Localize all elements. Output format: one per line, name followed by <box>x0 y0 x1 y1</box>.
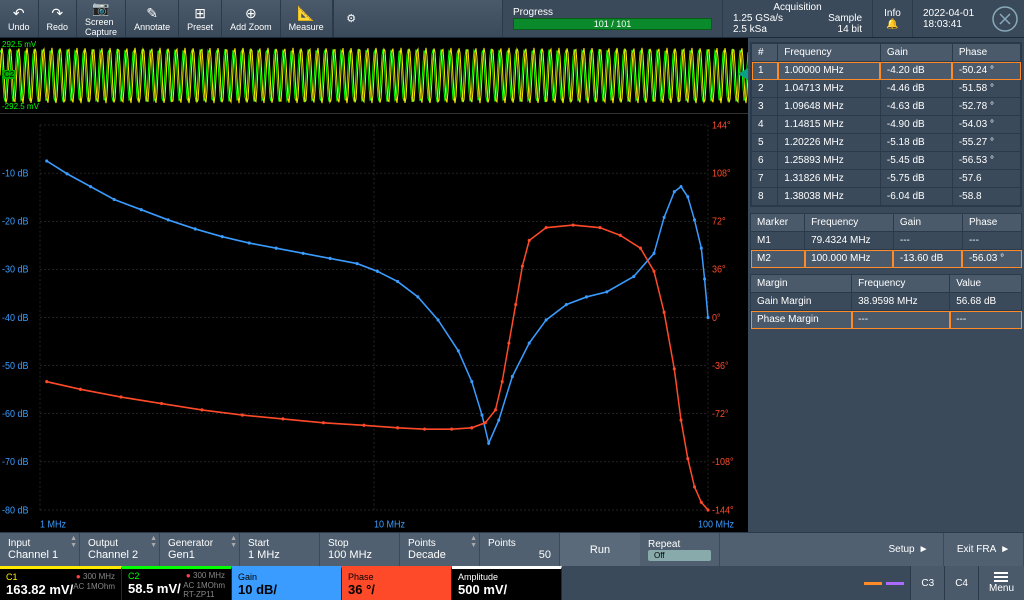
toolbar-redo[interactable]: ↷Redo <box>39 0 78 37</box>
toolbar-preset[interactable]: ⊞Preset <box>179 0 222 37</box>
svg-text:-40 dB: -40 dB <box>2 312 29 324</box>
datetime-status: 2022-04-01 18:03:41 <box>912 0 986 37</box>
right-panel: #FrequencyGainPhase11.00000 MHz-4.20 dB-… <box>748 38 1024 532</box>
svg-text:-72°: -72° <box>712 409 729 421</box>
toolbar-measure[interactable]: 📐Measure <box>281 0 333 37</box>
svg-text:36°: 36° <box>712 264 726 276</box>
brand-logo <box>986 0 1024 37</box>
toolbar-annotate[interactable]: ✎Annotate <box>126 0 179 37</box>
marker-table[interactable]: MarkerFrequencyGainPhaseM179.4324 MHz---… <box>750 213 1022 268</box>
progress-bar: 101 / 101 <box>513 18 712 30</box>
table-row[interactable]: M2100.000 MHz-13.60 dB-56.03 ° <box>751 250 1022 268</box>
left-panel: 292.5 mV -292.5 mV C2 144° -10 dB 108° -20 … <box>0 38 748 532</box>
margin-table[interactable]: MarginFrequencyValueGain Margin38.9598 M… <box>750 274 1022 329</box>
table-row[interactable]: 71.31826 MHz-5.75 dB-57.6 <box>752 170 1021 188</box>
input-select[interactable]: InputChannel 1▲▼ <box>0 533 80 566</box>
acquisition-status: Acquisition 1.25 GSa/sSample 2.5 kSa14 b… <box>722 0 872 37</box>
setup-button[interactable]: Setup► <box>874 533 944 566</box>
channel-c2[interactable]: C2● 300 MHz 58.5 mV/AC 1MOhmRT-ZP11 <box>122 566 232 600</box>
results-table-box: #FrequencyGainPhase11.00000 MHz-4.20 dB-… <box>750 42 1022 207</box>
table-row[interactable]: 41.14815 MHz-4.90 dB-54.03 ° <box>752 116 1021 134</box>
tab-indicators <box>858 566 910 600</box>
points-mode[interactable]: PointsDecade▲▼ <box>400 533 480 566</box>
table-row[interactable]: Gain Margin38.9598 MHz56.68 dB <box>751 293 1022 311</box>
bottom-bar: C1● 300 MHz 163.82 mV/AC 1MOhm C2● 300 M… <box>0 566 1024 600</box>
bode-plot[interactable]: 144° -10 dB 108° -20 dB 72° -30 dB 36° -40 dB 0°… <box>0 114 748 532</box>
svg-text:-80 dB: -80 dB <box>2 505 29 517</box>
svg-text:72°: 72° <box>712 216 726 228</box>
repeat-toggle[interactable]: RepeatOff <box>640 533 720 566</box>
wf-bottom-label: -292.5 mV <box>2 102 39 111</box>
settings-gear[interactable]: ⚙ <box>333 0 369 37</box>
table-row[interactable]: 81.38038 MHz-6.04 dB-58.8 <box>752 188 1021 206</box>
table-row[interactable]: 11.00000 MHz-4.20 dB-50.24 ° <box>752 62 1021 80</box>
toolbar-undo[interactable]: ↶Undo <box>0 0 39 37</box>
svg-text:-60 dB: -60 dB <box>2 409 29 421</box>
info-status[interactable]: Info 🔔 <box>872 0 912 37</box>
progress-label: Progress <box>513 7 712 18</box>
trigger-marker[interactable] <box>738 68 748 80</box>
svg-text:-30 dB: -30 dB <box>2 264 29 276</box>
results-table[interactable]: #FrequencyGainPhase11.00000 MHz-4.20 dB-… <box>751 43 1021 206</box>
svg-text:-20 dB: -20 dB <box>2 216 29 228</box>
main-area: 292.5 mV -292.5 mV C2 144° -10 dB 108° -20 … <box>0 38 1024 532</box>
table-row[interactable]: 31.09648 MHz-4.63 dB-52.78 ° <box>752 98 1021 116</box>
control-bar: InputChannel 1▲▼ OutputChannel 2▲▼ Gener… <box>0 532 1024 566</box>
output-select[interactable]: OutputChannel 2▲▼ <box>80 533 160 566</box>
stop-freq[interactable]: Stop100 MHz <box>320 533 400 566</box>
svg-text:10 MHz: 10 MHz <box>374 519 405 531</box>
c4-button[interactable]: C4 <box>944 566 978 600</box>
wf-top-label: 292.5 mV <box>2 40 36 49</box>
table-row[interactable]: M179.4324 MHz------ <box>751 232 1022 250</box>
menu-icon <box>994 572 1008 582</box>
c3-button[interactable]: C3 <box>910 566 944 600</box>
toolbar-add-zoom[interactable]: ⊕Add Zoom <box>222 0 281 37</box>
table-row[interactable]: 61.25893 MHz-5.45 dB-56.53 ° <box>752 152 1021 170</box>
svg-text:144°: 144° <box>712 120 731 132</box>
wf-ch-label: C2 <box>2 70 16 79</box>
table-row[interactable]: 51.20226 MHz-5.18 dB-55.27 ° <box>752 134 1021 152</box>
svg-text:-144°: -144° <box>712 505 734 517</box>
table-row[interactable]: 21.04713 MHz-4.46 dB-51.58 ° <box>752 80 1021 98</box>
exit-fra-button[interactable]: Exit FRA► <box>944 533 1024 566</box>
progress-status: Progress 101 / 101 <box>502 0 722 37</box>
menu-button[interactable]: Menu <box>978 566 1024 600</box>
marker-table-box: MarkerFrequencyGainPhaseM179.4324 MHz---… <box>750 213 1022 268</box>
margin-table-box: MarginFrequencyValueGain Margin38.9598 M… <box>750 274 1022 329</box>
waveform-strip: 292.5 mV -292.5 mV C2 <box>0 38 748 114</box>
svg-text:-70 dB: -70 dB <box>2 457 29 469</box>
svg-text:-50 dB: -50 dB <box>2 361 29 373</box>
svg-text:100 MHz: 100 MHz <box>698 519 734 531</box>
top-toolbar: ↶Undo↷Redo📷ScreenCapture✎Annotate⊞Preset… <box>0 0 1024 38</box>
svg-text:-108°: -108° <box>712 457 734 469</box>
svg-text:0°: 0° <box>712 312 721 324</box>
channel-phase[interactable]: Phase36 °/ <box>342 566 452 600</box>
generator-select[interactable]: GeneratorGen1▲▼ <box>160 533 240 566</box>
points-count[interactable]: Points50 <box>480 533 560 566</box>
channel-c1[interactable]: C1● 300 MHz 163.82 mV/AC 1MOhm <box>0 566 122 600</box>
table-row[interactable]: Phase Margin------ <box>751 311 1022 329</box>
svg-text:-36°: -36° <box>712 361 729 373</box>
run-button[interactable]: Run <box>560 533 640 566</box>
svg-text:-10 dB: -10 dB <box>2 168 29 180</box>
svg-text:108°: 108° <box>712 168 731 180</box>
toolbar-screen-capture[interactable]: 📷ScreenCapture <box>77 0 126 37</box>
channel-amplitude[interactable]: Amplitude500 mV/ <box>452 566 562 600</box>
svg-text:1 MHz: 1 MHz <box>40 519 66 531</box>
start-freq[interactable]: Start1 MHz <box>240 533 320 566</box>
app-root: ↶Undo↷Redo📷ScreenCapture✎Annotate⊞Preset… <box>0 0 1024 600</box>
channel-gain[interactable]: Gain10 dB/ <box>232 566 342 600</box>
